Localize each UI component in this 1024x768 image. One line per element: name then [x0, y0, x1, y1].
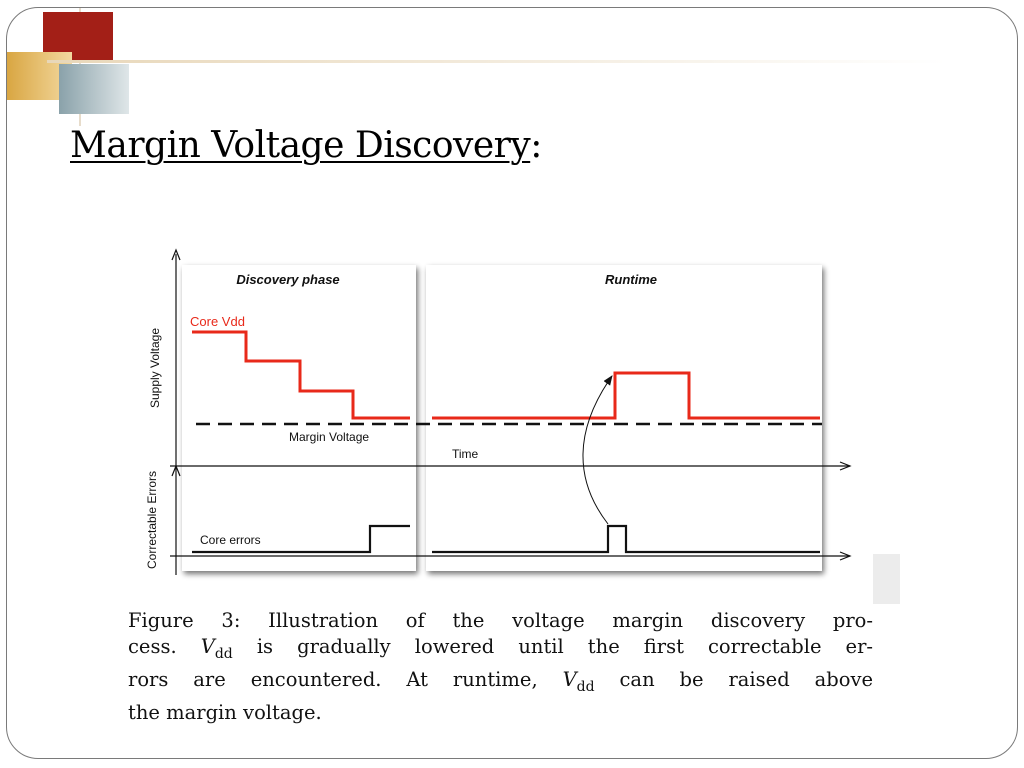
slide-title-colon: : — [530, 125, 542, 166]
core-errors-label: Core errors — [200, 533, 261, 547]
caption-line-2-start: cess. — [128, 635, 177, 658]
caption-line-3-end: can be raised above — [619, 668, 873, 691]
core-errors-discovery-line — [192, 524, 410, 554]
decor-blue-square — [59, 64, 129, 114]
time-label: Time — [452, 447, 479, 461]
discovery-phase-title: Discovery phase — [236, 272, 339, 287]
caption-line-2-end: is gradually lowered until the first cor… — [256, 635, 873, 658]
core-vdd-discovery-line — [192, 330, 410, 420]
core-errors-runtime-line — [432, 524, 820, 554]
slide-title: Margin Voltage Discovery: — [70, 125, 542, 166]
vdd-symbol: V — [200, 635, 215, 658]
caption-line-1: Figure 3: Illustration of the voltage ma… — [128, 609, 873, 632]
figure-caption: Figure 3: Illustration of the voltage ma… — [128, 608, 873, 726]
supply-voltage-label: Supply Voltage — [148, 328, 162, 408]
time-axis-lower-arrow — [839, 551, 852, 561]
correctable-errors-label: Correctable Errors — [145, 471, 159, 569]
vdd-subscript-2: dd — [576, 679, 595, 695]
y-axis-upper-arrow — [171, 248, 181, 261]
vdd-symbol-2: V — [562, 668, 577, 691]
gray-placeholder — [873, 554, 900, 604]
discovery-diagram: Discovery phase Runtime Supply Voltage C… — [145, 248, 852, 575]
core-vdd-label: Core Vdd — [190, 314, 245, 329]
caption-line-4: the margin voltage. — [128, 701, 322, 724]
margin-voltage-label: Margin Voltage — [289, 430, 369, 444]
vdd-subscript: dd — [214, 646, 233, 662]
caption-line-2: cess. Vdd is gradually lowered until the… — [128, 634, 873, 667]
slide — [6, 7, 1018, 759]
decor-horizontal-line — [47, 60, 947, 63]
slide-title-text: Margin Voltage Discovery — [70, 125, 531, 166]
time-axis-upper-arrow — [839, 461, 852, 471]
caption-line-3-start: rors are encountered. At runtime, — [128, 668, 538, 691]
caption-line-3: rors are encountered. At runtime, Vdd ca… — [128, 667, 873, 700]
core-vdd-runtime-line — [432, 371, 820, 420]
runtime-title: Runtime — [605, 272, 657, 287]
raise-voltage-arrow — [582, 375, 613, 525]
